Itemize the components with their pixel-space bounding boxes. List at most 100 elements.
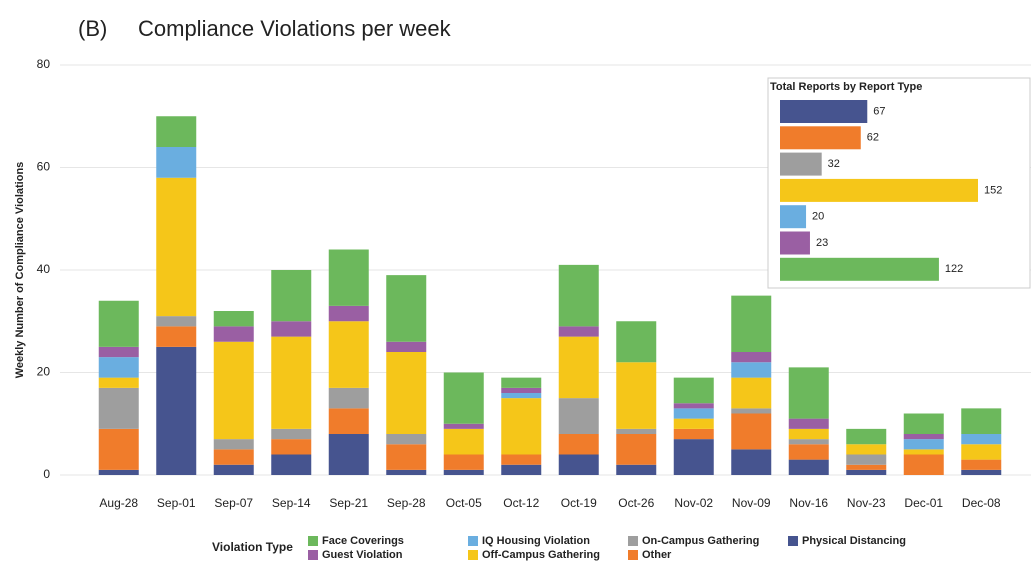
x-tick-label: Dec-01	[904, 496, 943, 510]
bar-segment	[501, 464, 542, 475]
bar-segment	[98, 377, 139, 388]
legend-swatch	[788, 536, 798, 546]
x-tick-label: Sep-28	[387, 496, 426, 510]
bar-segment	[961, 444, 1002, 460]
legend-swatch	[468, 536, 478, 546]
bar-segment	[731, 413, 772, 450]
bar-segment	[213, 341, 254, 440]
bar-segment	[213, 449, 254, 465]
bar-segment	[616, 321, 657, 363]
bar-segment	[98, 387, 139, 429]
bar-segment	[213, 311, 254, 327]
bar-segment	[328, 434, 369, 475]
bar-segment	[673, 377, 714, 404]
bar-segment	[788, 439, 829, 445]
bar-segment	[443, 372, 484, 424]
bar-segment	[673, 428, 714, 440]
legend-label: Other	[642, 549, 672, 561]
bar-segment	[731, 377, 772, 409]
bar-segment	[903, 434, 944, 440]
x-tick-label: Sep-07	[214, 496, 253, 510]
legend-label: Physical Distancing	[802, 535, 906, 547]
bar-segment	[271, 336, 312, 429]
y-tick-label: 0	[43, 467, 50, 481]
bar-segment	[616, 434, 657, 465]
legend-swatch	[308, 550, 318, 560]
bar-segment	[213, 464, 254, 475]
bar-segment	[386, 275, 427, 342]
bar-segment	[501, 377, 542, 388]
bar-segment	[788, 459, 829, 475]
bar	[780, 257, 939, 281]
bar	[780, 205, 807, 229]
x-tick-label: Sep-14	[272, 496, 311, 510]
bar-segment	[386, 469, 427, 475]
bar-segment	[903, 413, 944, 434]
legend-label: On-Campus Gathering	[642, 535, 759, 547]
bar-segment	[98, 346, 139, 358]
x-tick-label: Sep-01	[157, 496, 196, 510]
bar-segment	[846, 464, 887, 470]
bar-segment	[271, 439, 312, 455]
legend-title: Violation Type	[212, 540, 293, 554]
panel-label: (B)	[78, 16, 107, 41]
bar-segment	[558, 264, 599, 327]
value-label: 32	[828, 158, 840, 170]
bar-segment	[501, 398, 542, 455]
bar-segment	[328, 321, 369, 388]
x-tick-label: Oct-26	[618, 496, 654, 510]
legend-swatch	[628, 536, 638, 546]
y-tick-label: 60	[37, 160, 51, 174]
bar-segment	[616, 362, 657, 429]
chart-title: Compliance Violations per week	[138, 16, 452, 41]
bar-segment	[846, 428, 887, 445]
x-tick-label: Nov-09	[732, 496, 771, 510]
bar-segment	[558, 398, 599, 434]
legend-label: IQ Housing Violation	[482, 535, 590, 547]
bar-segment	[443, 428, 484, 455]
inset-title: Total Reports by Report Type	[770, 81, 922, 93]
bar-segment	[156, 177, 197, 317]
bar-segment	[386, 434, 427, 445]
bar	[780, 178, 978, 202]
bar	[780, 152, 822, 176]
bar-segment	[731, 408, 772, 414]
bar-segment	[673, 403, 714, 409]
bar-segment	[156, 116, 197, 147]
bar-segment	[788, 418, 829, 429]
bar-segment	[156, 316, 197, 327]
bar-segment	[386, 444, 427, 470]
x-tick-label: Oct-19	[561, 496, 597, 510]
x-tick-label: Aug-28	[99, 496, 138, 510]
bar-segment	[616, 464, 657, 475]
legend-swatch	[628, 550, 638, 560]
bar-segment	[98, 428, 139, 470]
bar-segment	[616, 428, 657, 434]
value-label: 122	[945, 263, 963, 275]
bar-segment	[98, 300, 139, 347]
bar	[780, 100, 868, 123]
x-tick-label: Oct-05	[446, 496, 482, 510]
bar-segment	[213, 439, 254, 450]
bar-segment	[846, 469, 887, 475]
bar-segment	[328, 387, 369, 409]
value-label: 67	[873, 105, 885, 117]
bar-segment	[731, 295, 772, 352]
y-tick-label: 80	[37, 57, 51, 71]
bar-segment	[961, 408, 1002, 434]
legend-label: Guest Violation	[322, 549, 403, 561]
bar-segment	[961, 434, 1002, 445]
bar-segment	[673, 418, 714, 429]
bar-segment	[788, 444, 829, 460]
bar-segment	[788, 367, 829, 419]
value-label: 23	[816, 237, 828, 249]
bar-segment	[846, 454, 887, 465]
bar-segment	[156, 326, 197, 347]
bar-segment	[731, 352, 772, 363]
bar-segment	[501, 387, 542, 393]
bar-segment	[328, 408, 369, 434]
legend-label: Off-Campus Gathering	[482, 549, 600, 561]
bar	[780, 231, 810, 255]
x-tick-label: Sep-21	[329, 496, 368, 510]
bar-segment	[328, 249, 369, 306]
